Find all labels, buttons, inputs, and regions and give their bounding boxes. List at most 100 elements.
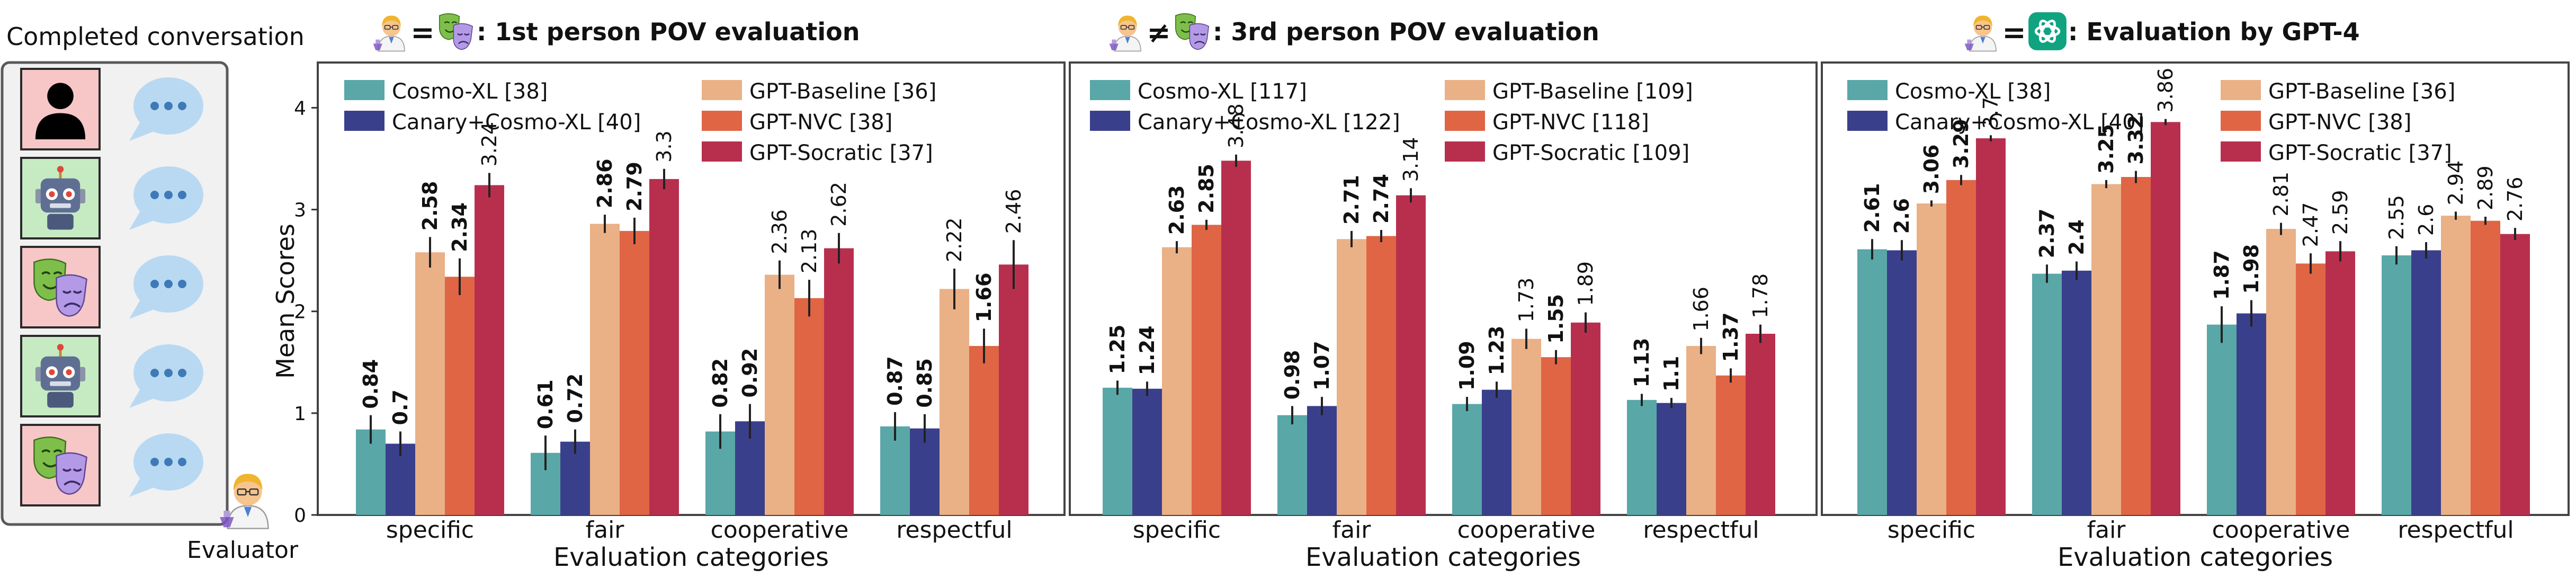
data-label: 1.73: [1515, 278, 1538, 323]
speech-bubble-icon: [129, 77, 203, 141]
x-axis-label: Evaluation categories: [2058, 542, 2333, 572]
legend-swatch: [344, 80, 384, 100]
masks-icon: [439, 13, 473, 50]
bar: [1857, 249, 1887, 515]
data-label: 2.6: [1890, 198, 1913, 234]
x-tick-label: respectful: [2398, 517, 2514, 544]
bar: [765, 274, 794, 515]
data-label: 1.1: [1660, 356, 1683, 392]
data-label: 0.85: [913, 358, 936, 408]
bar: [794, 298, 824, 515]
bar: [824, 248, 854, 515]
data-label: 0.84: [359, 359, 382, 409]
speech-bubble-icon: [129, 344, 203, 408]
data-label: 2.81: [2269, 172, 2293, 217]
bar: [1571, 322, 1600, 515]
legend-label: GPT-Baseline [36]: [749, 79, 936, 104]
data-label: 0.87: [883, 356, 907, 406]
speech-bubble-icon: [129, 433, 203, 497]
legend-entry: Cosmo-XL [38]: [1847, 79, 2051, 104]
bar: [1482, 389, 1511, 515]
gpt-logo-icon: [2028, 12, 2067, 50]
bar: [1277, 415, 1307, 515]
data-label: 0.7: [389, 389, 412, 425]
legend-entry: Canary+Cosmo-XL [122]: [1090, 110, 1400, 135]
bar: [1337, 239, 1366, 515]
legend-entry: GPT-NVC [118]: [1445, 110, 1649, 135]
data-label: 2.55: [2385, 195, 2408, 240]
relation-symbol: =: [410, 16, 434, 49]
bar: [2121, 177, 2151, 515]
relation-symbol: ≠: [1147, 16, 1170, 49]
data-label: 3.29: [1949, 119, 1973, 168]
conversation-rows: [20, 68, 203, 506]
bar: [2091, 184, 2121, 515]
legend-entry: Canary+Cosmo-XL [40]: [1847, 110, 2144, 135]
masks-icon: [1175, 13, 1210, 50]
legend-label: GPT-Socratic [37]: [2268, 141, 2452, 165]
bar: [1511, 339, 1541, 515]
legend-entry: GPT-NVC [38]: [2221, 110, 2411, 135]
data-label: 2.36: [768, 209, 791, 254]
data-label: 1.55: [1544, 294, 1568, 344]
bar: [1917, 203, 1946, 515]
legend-swatch: [2221, 80, 2261, 100]
chart-title: : 3rd person POV evaluation: [1213, 17, 1599, 46]
bar: [2325, 251, 2355, 515]
legend-label: GPT-Baseline [109]: [1492, 79, 1693, 104]
legend-swatch: [344, 111, 384, 131]
relation-symbol: =: [2002, 16, 2026, 49]
legend-swatch: [1090, 111, 1130, 131]
data-label: 2.85: [1195, 164, 1218, 214]
legend-swatch: [1847, 111, 1888, 131]
bar: [590, 224, 620, 515]
bar: [1192, 225, 1221, 515]
bar: [1221, 161, 1251, 515]
data-label: 2.79: [623, 162, 646, 211]
data-label: 2.58: [418, 181, 442, 231]
x-axis-label: Evaluation categories: [1305, 542, 1581, 572]
legend-entry: GPT-Socratic [109]: [1445, 141, 1689, 165]
bar: [1452, 404, 1482, 515]
data-label: 3.48: [1224, 103, 1248, 148]
y-axis-label: Mean Scores: [271, 224, 300, 379]
bar: [1686, 346, 1716, 515]
speech-bubble-icon: [129, 255, 203, 319]
chart-title: : Evaluation by GPT-4: [2068, 17, 2360, 46]
evaluator-icon: [1964, 15, 1997, 52]
data-label: 1.25: [1106, 325, 1129, 375]
data-label: 2.62: [827, 182, 851, 227]
data-label: 0.61: [534, 379, 557, 429]
data-label: 3.3: [652, 130, 676, 162]
data-label: 1.37: [1719, 313, 1742, 362]
data-label: 0.82: [709, 358, 732, 408]
bar: [1716, 375, 1746, 515]
legend-label: Canary+Cosmo-XL [122]: [1138, 110, 1400, 135]
charts: =: 1st person POV evaluation Cosmo-XL [38…: [271, 12, 2570, 572]
x-tick-label: fair: [2087, 517, 2126, 544]
bar: [1366, 236, 1396, 515]
bar: [1103, 387, 1132, 515]
speech-bubble-icon: [129, 166, 203, 230]
chart-panel-2: ≠: 3rd person POV evaluation Cosmo-XL [11…: [1069, 13, 1818, 572]
bar: [2500, 234, 2530, 515]
data-label: 2.34: [448, 202, 471, 252]
data-label: 2.76: [2503, 177, 2527, 222]
bar: [649, 179, 679, 515]
bar: [1657, 403, 1686, 515]
bar: [2471, 220, 2500, 515]
data-label: 1.89: [1574, 261, 1597, 306]
x-tick-label: cooperative: [711, 517, 849, 544]
y-tick-label: 0: [294, 505, 306, 527]
bar: [2207, 324, 2237, 515]
data-label: 0.98: [1281, 350, 1304, 400]
data-label: 2.22: [943, 217, 966, 262]
legend-entry: GPT-Baseline [109]: [1445, 79, 1693, 104]
bar: [999, 264, 1028, 515]
data-label: 3.14: [1399, 137, 1423, 182]
bar: [2032, 273, 2062, 515]
bar: [2062, 270, 2091, 515]
data-label: 3.25: [2095, 124, 2118, 174]
legend-swatch: [1847, 80, 1888, 100]
data-label: 1.24: [1135, 326, 1159, 376]
